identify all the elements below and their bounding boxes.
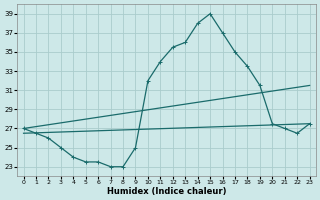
X-axis label: Humidex (Indice chaleur): Humidex (Indice chaleur) bbox=[107, 187, 226, 196]
